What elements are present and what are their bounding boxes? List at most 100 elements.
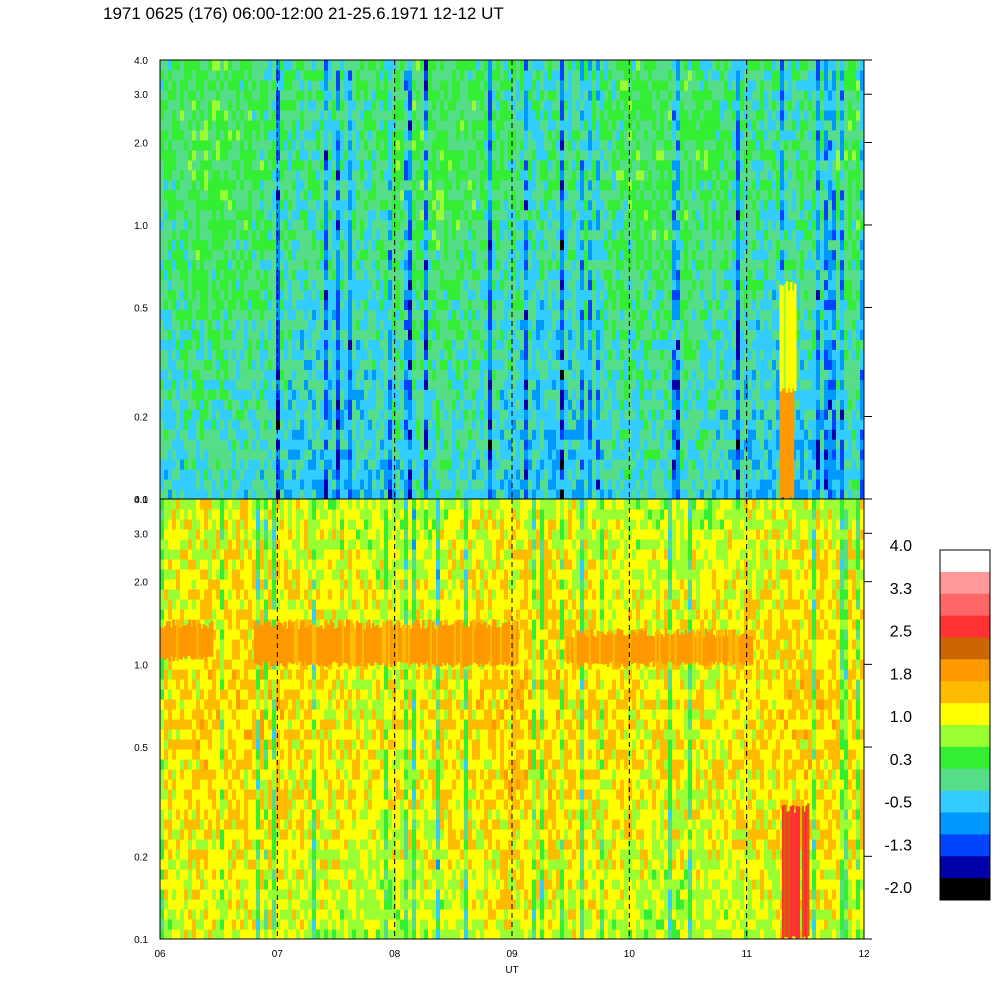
heatmap-cell bbox=[356, 109, 361, 121]
heatmap-cell bbox=[584, 359, 589, 370]
heatmap-cell bbox=[256, 479, 261, 490]
heatmap-cell bbox=[496, 299, 501, 311]
heatmap-cell bbox=[232, 69, 237, 81]
heatmap-cell bbox=[596, 369, 601, 380]
heatmap-cell bbox=[588, 60, 593, 71]
heatmap-cell bbox=[340, 149, 345, 161]
heatmap-cell bbox=[560, 79, 565, 91]
heatmap-cell bbox=[412, 419, 417, 430]
heatmap-cell bbox=[200, 159, 205, 171]
heatmap-cell bbox=[272, 389, 277, 400]
heatmap-cell bbox=[464, 339, 469, 350]
heatmap-cell bbox=[212, 489, 217, 499]
heatmap-cell bbox=[484, 379, 489, 390]
heatmap-cell bbox=[572, 309, 577, 321]
heatmap-cell bbox=[280, 109, 285, 121]
heatmap-cell bbox=[168, 489, 173, 499]
heatmap-cell bbox=[428, 229, 433, 241]
heatmap-cell bbox=[284, 289, 289, 301]
heatmap-cell bbox=[236, 239, 241, 251]
heatmap-cell bbox=[308, 259, 313, 271]
heatmap-cell bbox=[516, 189, 521, 201]
heatmap-cell bbox=[260, 409, 265, 420]
heatmap-cell bbox=[420, 489, 425, 499]
heatmap-cell bbox=[452, 239, 457, 251]
heatmap-cell bbox=[492, 409, 497, 420]
heatmap-cell bbox=[168, 89, 173, 101]
heatmap-cell bbox=[256, 299, 261, 311]
heatmap-cell bbox=[376, 249, 381, 261]
heatmap-cell bbox=[468, 109, 473, 121]
heatmap-cell bbox=[324, 139, 329, 151]
heatmap-cell bbox=[416, 369, 421, 380]
heatmap-cell bbox=[380, 399, 385, 410]
heatmap-cell bbox=[536, 60, 541, 71]
heatmap-cell bbox=[572, 459, 577, 470]
heatmap-cell bbox=[336, 459, 341, 470]
heatmap-cell bbox=[180, 99, 185, 111]
heatmap-cell bbox=[356, 489, 361, 499]
heatmap-cell bbox=[216, 459, 221, 470]
heatmap-cell bbox=[264, 329, 269, 340]
heatmap-cell bbox=[456, 319, 461, 330]
heatmap-cell bbox=[400, 349, 405, 360]
heatmap-cell bbox=[328, 319, 333, 330]
heatmap-cell bbox=[352, 149, 357, 161]
heatmap-cell bbox=[260, 319, 265, 330]
heatmap-cell bbox=[212, 409, 217, 420]
heatmap-cell bbox=[280, 69, 285, 81]
heatmap-cell bbox=[512, 199, 517, 211]
heatmap-cell bbox=[408, 169, 413, 181]
heatmap-cell bbox=[248, 279, 253, 291]
heatmap-cell bbox=[604, 149, 609, 161]
heatmap-cell bbox=[360, 69, 365, 81]
heatmap-cell bbox=[504, 309, 509, 321]
heatmap-cell bbox=[380, 209, 385, 221]
heatmap-cell bbox=[252, 79, 257, 91]
heatmap-cell bbox=[360, 179, 365, 191]
heatmap-cell bbox=[316, 89, 321, 101]
heatmap-cell bbox=[388, 439, 393, 450]
heatmap-cell bbox=[312, 359, 317, 370]
heatmap-cell bbox=[164, 409, 169, 420]
heatmap-cell bbox=[176, 329, 181, 340]
heatmap-cell bbox=[216, 469, 221, 480]
heatmap-cell bbox=[436, 449, 441, 460]
heatmap-cell bbox=[580, 449, 585, 460]
heatmap-cell bbox=[524, 60, 529, 71]
heatmap-cell bbox=[496, 209, 501, 221]
heatmap-cell bbox=[372, 369, 377, 380]
heatmap-cell bbox=[612, 299, 617, 311]
heatmap-cell bbox=[276, 459, 281, 470]
heatmap-cell bbox=[316, 69, 321, 81]
heatmap-cell bbox=[520, 339, 525, 350]
heatmap-cell bbox=[412, 239, 417, 251]
heatmap-cell bbox=[384, 459, 389, 470]
heatmap-cell bbox=[552, 129, 557, 141]
heatmap-cell bbox=[264, 369, 269, 380]
heatmap-cell bbox=[512, 319, 517, 330]
heatmap-cell bbox=[232, 79, 237, 91]
heatmap-cell bbox=[252, 419, 257, 430]
heatmap-cell bbox=[544, 169, 549, 181]
heatmap-cell bbox=[568, 249, 573, 261]
heatmap-cell bbox=[484, 249, 489, 261]
heatmap-cell bbox=[480, 429, 485, 440]
heatmap-cell bbox=[564, 109, 569, 121]
heatmap-cell bbox=[260, 99, 265, 111]
heatmap-cell bbox=[360, 379, 365, 390]
heatmap-cell bbox=[352, 249, 357, 261]
heatmap-cell bbox=[284, 379, 289, 390]
heatmap-cell bbox=[448, 219, 453, 231]
heatmap-cell bbox=[456, 339, 461, 350]
heatmap-cell bbox=[288, 299, 293, 311]
heatmap-cell bbox=[604, 269, 609, 281]
heatmap-cell bbox=[188, 279, 193, 291]
heatmap-cell bbox=[240, 399, 245, 410]
heatmap-cell bbox=[480, 60, 485, 71]
heatmap-cell bbox=[268, 339, 273, 350]
heatmap-cell bbox=[232, 179, 237, 191]
heatmap-cell bbox=[536, 289, 541, 301]
heatmap-cell bbox=[552, 259, 557, 271]
heatmap-cell bbox=[208, 259, 213, 271]
